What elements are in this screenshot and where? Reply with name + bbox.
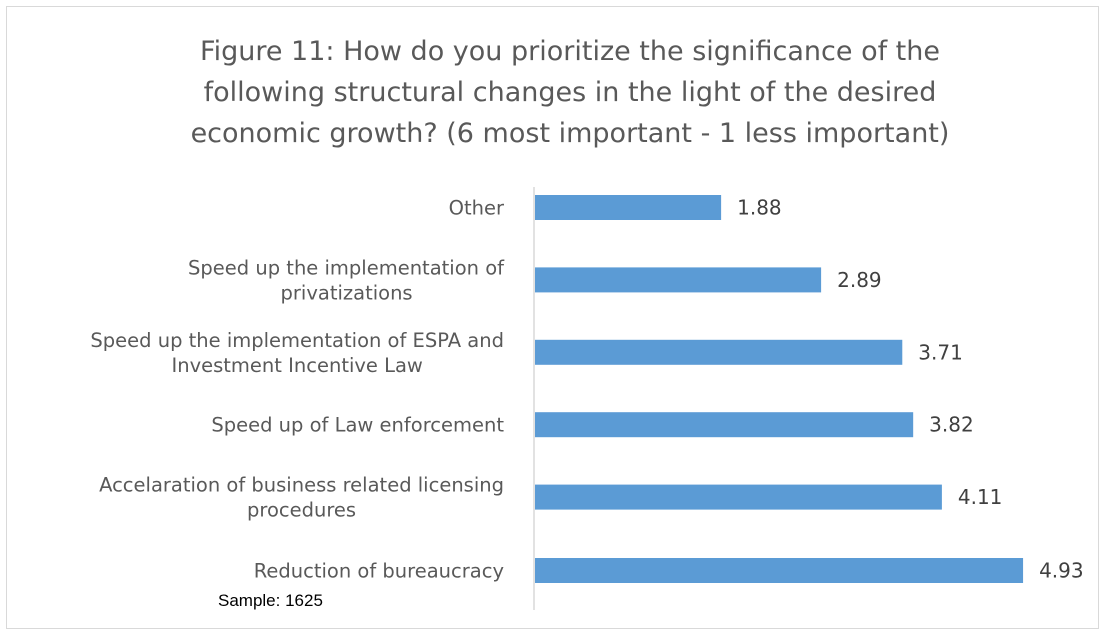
data-label: 4.93 [1039,559,1084,583]
category-labels: Other Speed up the implementation ofpriva… [90,197,505,583]
bar [535,267,822,293]
chart-title-line: economic growth? (6 most important - 1 l… [191,118,950,149]
data-labels: 1.88 2.89 3.71 3.82 4.11 4.93 [737,196,1083,583]
chart-title-line: Figure 11: How do you prioritize the sig… [200,36,940,67]
chart-title-line: following structural changes in the ligh… [204,77,937,108]
bar [535,339,903,365]
category-label: Speed up the implementation of [188,256,505,279]
data-label: 1.88 [737,196,782,220]
category-label: Accelaration of business related licensi… [99,474,504,497]
data-label: 3.82 [929,413,974,437]
chart-title: Figure 11: How do you prioritize the sig… [191,36,950,149]
category-label: Other [449,197,505,220]
category-label: procedures [247,499,356,522]
category-label: Investment Incentive Law [171,354,422,377]
category-label: Speed up of Law enforcement [211,414,504,437]
bars [535,195,1024,583]
category-label: privatizations [281,281,413,304]
bar [535,484,942,510]
category-label: Reduction of bureaucracy [254,560,504,583]
data-label: 3.71 [918,340,963,364]
sample-size-label: Sample: 1625 [218,585,378,617]
bar [535,195,722,220]
data-label: 4.11 [958,485,1003,509]
bar-chart: Figure 11: How do you prioritize the sig… [90,36,1084,610]
data-label: 2.89 [837,268,882,292]
bar [535,412,914,438]
bar [535,558,1024,583]
chart-frame: Figure 11: How do you prioritize the sig… [6,6,1099,629]
category-label: Speed up the implementation of ESPA and [90,329,504,352]
